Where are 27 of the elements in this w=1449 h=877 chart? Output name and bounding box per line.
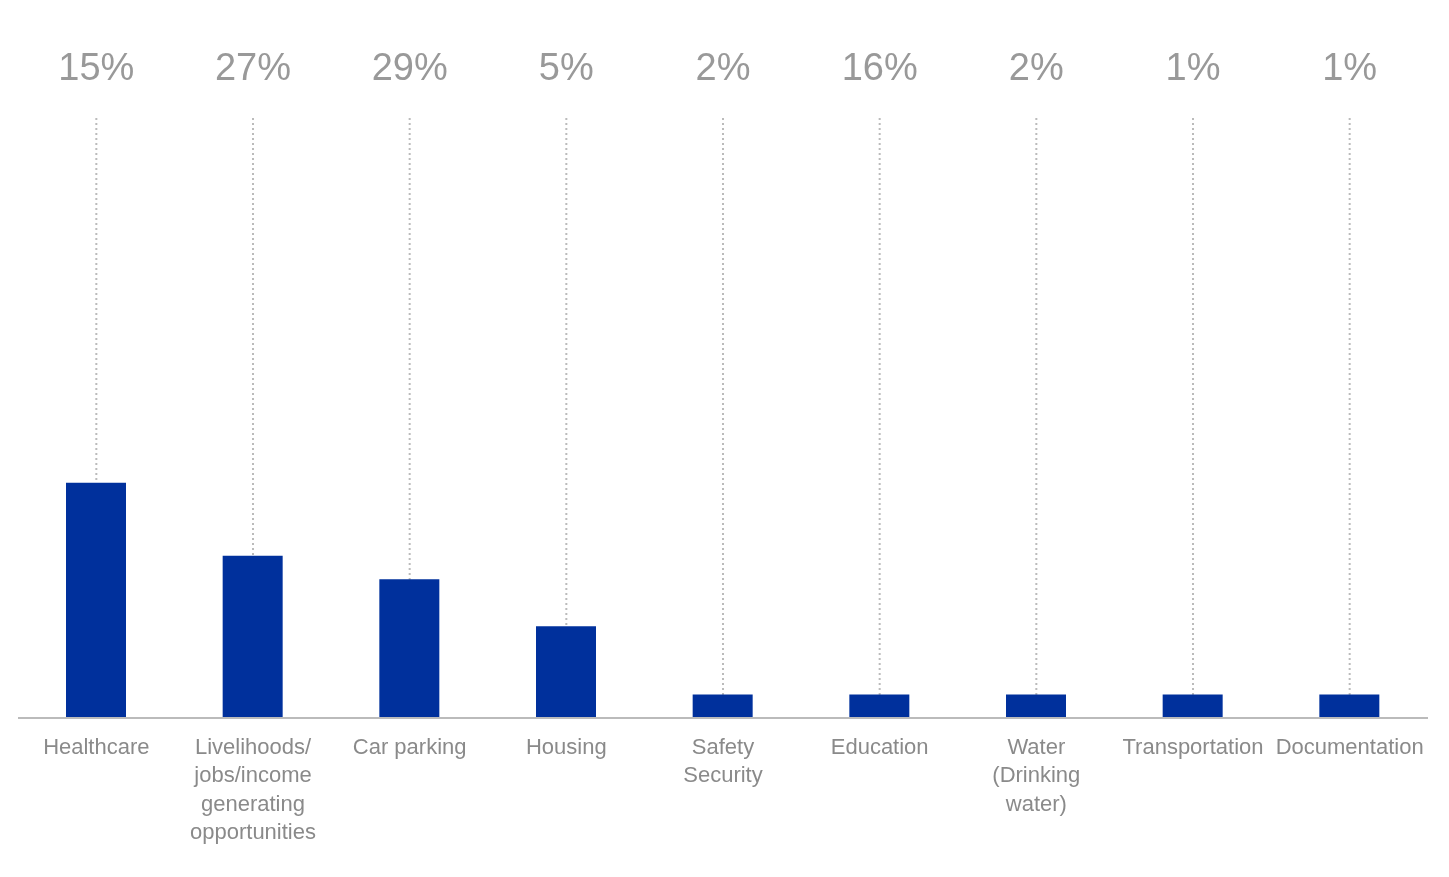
bar [536, 626, 596, 718]
x-tick-label: Transportation [1122, 733, 1264, 759]
x-tick-label: Housing [525, 733, 607, 759]
bar [222, 555, 283, 718]
text: 1% [1322, 46, 1378, 88]
text: 15% [58, 46, 135, 88]
x-tick-label: Water (Drinking water) [992, 733, 1081, 816]
bar [849, 694, 910, 718]
x-tick-label: Healthcare [43, 733, 150, 759]
text: 29% [371, 46, 448, 88]
bar [66, 482, 126, 718]
text: 16% [841, 46, 918, 88]
x-tick-label: Documentation [1275, 733, 1424, 759]
bar [1006, 694, 1066, 718]
bar [692, 694, 753, 718]
x-tick-label: Livelihoods/jobs/income generating opportunities [190, 733, 316, 845]
text: 2% [695, 46, 751, 88]
bar [1162, 694, 1223, 718]
text: 1% [1165, 46, 1221, 88]
x-tick-label: Car parking [352, 733, 467, 759]
text: 2% [1008, 46, 1064, 88]
x-tick-label: Safety Security [683, 733, 763, 788]
bar [379, 579, 440, 718]
x-tick-label: Education [830, 733, 929, 759]
text: 5% [538, 46, 594, 88]
bar [1319, 694, 1380, 718]
text: 27% [214, 46, 292, 88]
